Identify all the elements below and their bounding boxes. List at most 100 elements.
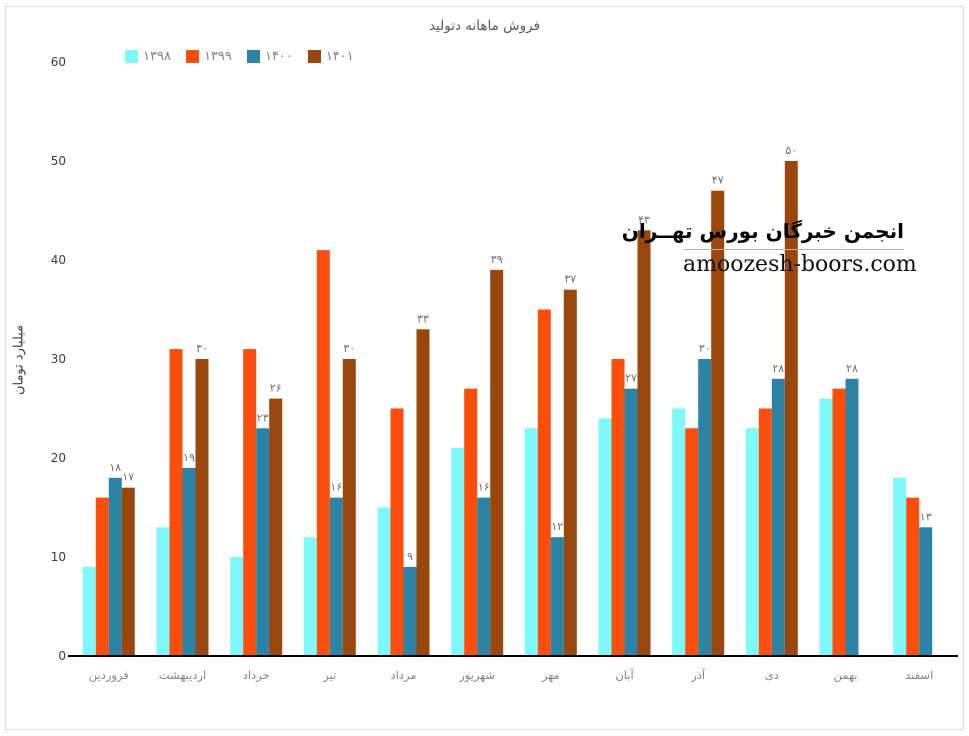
legend-item-3: ۱۴۰۱ [307,49,354,64]
bar-value-label: ۳۳ [417,312,429,325]
watermark-persian-text: انجمن خبرگان بورس تهــران [621,219,904,243]
watermark: انجمن خبرگان بورس تهــران amoozesh-boors… [621,216,917,277]
bar [195,359,209,656]
legend-label: ۱۴۰۰ [264,49,293,64]
bar [771,378,785,656]
bar [121,487,135,656]
y-tick-label: 10 [51,550,66,564]
chart-title: فروش ماهانه دتولید [428,18,541,34]
bar [464,388,478,656]
y-tick-label: 50 [51,154,66,168]
bar [169,349,183,656]
bar-value-label: ۲۸ [846,362,858,375]
legend-swatch-icon [125,50,138,63]
bar [403,566,417,656]
bar-value-label: ۲۳ [257,411,269,424]
bar [230,557,244,656]
bar [82,566,96,656]
legend-label: ۱۳۹۹ [203,49,232,64]
bar [243,349,257,656]
y-tick-label: 0 [58,649,66,663]
watermark-site-url: amoozesh-boors.com [683,252,917,277]
legend-item-0: ۱۳۹۸ [125,49,171,64]
bar [563,289,577,656]
bar-value-label: ۳۷ [564,273,576,286]
bar [303,537,317,656]
bar [784,161,798,656]
bar [329,497,343,656]
bar-value-label: ۱۳ [920,510,932,523]
bar-value-label: ۱۶ [478,481,490,494]
bar [611,359,625,656]
bar [524,428,538,656]
x-category-label: فروردین [89,668,129,683]
bar-value-label: ۴۷ [712,174,724,187]
x-category-label: شهریور [458,668,495,683]
bar [537,309,551,656]
x-category-label: مهر [541,668,560,683]
x-category-label: آذر [690,668,706,683]
bar [819,398,833,656]
x-category-label: دی [765,668,779,682]
bar [550,537,564,656]
bar [698,359,712,656]
bar [416,329,430,656]
bar-value-label: ۵۰ [785,144,797,157]
series-1 [95,250,920,656]
x-category-label: اسفند [905,668,933,682]
bar [672,408,686,656]
bar [390,408,404,656]
bar [745,428,759,656]
x-category-label: تیر [322,668,336,683]
y-axis-title: میلیارد تومان [11,324,27,396]
bar [758,408,772,656]
bar [845,378,859,656]
bar-value-label: ۲۷ [625,372,637,385]
legend-label: ۱۴۰۱ [325,49,354,64]
series-2 [108,359,933,656]
x-category-label: بهمن [834,668,858,683]
legend-swatch-icon [246,50,260,63]
bar [637,230,651,657]
bar-value-label: ۴۳ [638,213,650,226]
watermark-divider [683,249,904,250]
bar-value-label: ۲۶ [270,382,282,395]
y-tick-label: 20 [51,451,66,465]
bar [919,527,933,656]
x-category-label: خرداد [243,668,270,683]
y-tick-label: 60 [51,55,66,69]
bar [893,477,907,656]
series-0 [82,398,907,656]
bar [451,448,465,656]
bar [269,398,283,656]
bar [906,497,920,656]
bar-value-label: ۲۸ [772,362,784,375]
bar [108,477,122,656]
bar [316,250,330,656]
bar [624,388,638,656]
y-tick-label: 30 [51,352,66,366]
bar-value-label: ۱۲ [551,520,563,533]
bar [377,507,391,656]
bar [598,418,612,656]
bar-value-label: ۹ [407,550,413,563]
bar [685,428,699,656]
x-category-label: اردیبهشت [159,668,206,683]
bar-value-label: ۱۶ [330,481,342,494]
legend-item-1: ۱۳۹۹ [185,49,232,64]
bar-value-label: ۱۸ [109,461,121,474]
legend-item-2: ۱۴۰۰ [246,49,293,64]
bar-value-label: ۳۰ [343,342,355,355]
bar [490,269,504,656]
legend: ۱۳۹۸ ۱۳۹۹ ۱۴۰۰ ۱۴۰۱ [125,49,354,64]
bar [182,467,196,656]
x-category-label: مرداد [391,668,417,683]
bar [832,388,846,656]
bar [711,190,725,656]
bar-value-label: ۱۷ [122,471,134,484]
series-3 [121,161,798,657]
legend-label: ۱۳۹۸ [143,49,171,64]
bar-value-label: ۳۰ [196,342,208,355]
